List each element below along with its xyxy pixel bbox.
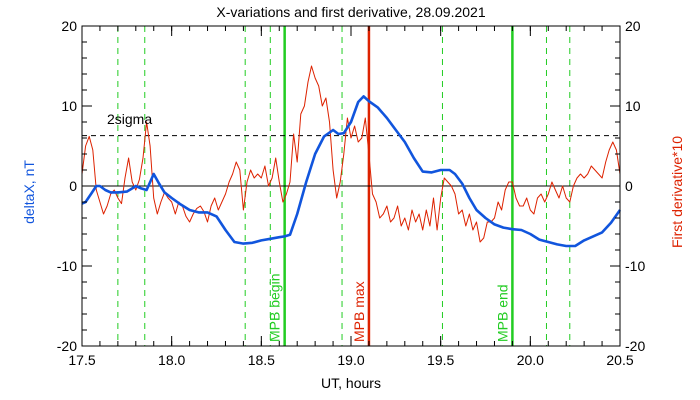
x-tick-label: 18.0 [158, 352, 185, 368]
y-axis-label-right: First derivative*10 [669, 136, 685, 248]
y-tick-label-right: -10 [625, 258, 645, 274]
series-line-derivative [81, 65, 621, 243]
y-tick-label-left: 0 [69, 178, 77, 194]
marker-label: MPB max [351, 281, 367, 342]
x-tick-label: 18.5 [248, 352, 275, 368]
marker-label: MPB begin [267, 274, 283, 342]
reference-lines [82, 135, 620, 187]
x-tick-label: 19.0 [337, 352, 364, 368]
axes: 17.5 18.0 18.5 19.0 19.5 20.0 20.5 20 20 10 10 0 0 -1… [57, 18, 646, 368]
x-tick-label: 17.5 [68, 352, 95, 368]
x-axis-label: UT, hours [321, 375, 381, 391]
y-tick-label-right: 0 [625, 178, 633, 194]
x-tick-label: 20.0 [517, 352, 544, 368]
x-tick-label: 20.5 [606, 352, 633, 368]
marker-label: MPB end [494, 284, 510, 342]
series-line-deltax [81, 95, 622, 248]
chart-title: X-variations and first derivative, 28.09… [216, 4, 485, 20]
x-tick-label: 19.5 [427, 352, 454, 368]
y-tick-label-right: 10 [625, 98, 641, 114]
y-tick-label-left: -10 [57, 258, 77, 274]
y-axis-label-left: deltaX, nT [21, 160, 37, 224]
y-tick-label-left: 10 [61, 98, 77, 114]
y-tick-label-right: -20 [625, 338, 645, 354]
series-lines [81, 65, 622, 248]
y-tick-label-left: -20 [57, 338, 77, 354]
threshold-label: 2sigma [107, 111, 152, 127]
y-tick-label-left: 20 [61, 18, 77, 34]
y-tick-label-right: 20 [625, 18, 641, 34]
